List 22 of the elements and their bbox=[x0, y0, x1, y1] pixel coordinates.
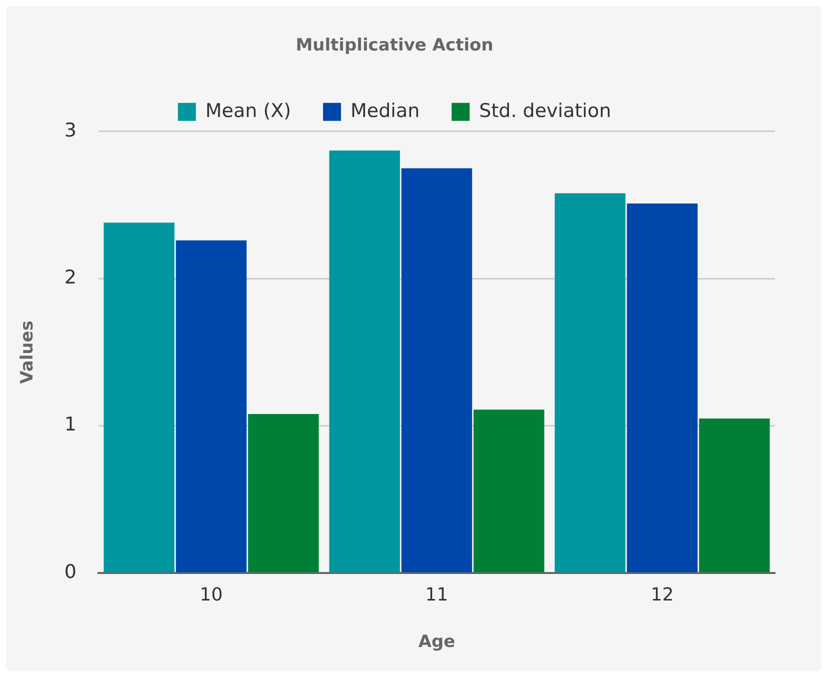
y-tick-label: 2 bbox=[64, 266, 76, 289]
bar bbox=[176, 240, 247, 572]
legend-label: Median bbox=[350, 100, 420, 122]
bar bbox=[554, 193, 626, 572]
chart-title: Multiplicative Action bbox=[296, 36, 494, 56]
bar bbox=[626, 204, 698, 572]
x-tick-label: 12 bbox=[650, 584, 674, 606]
legend-label: Std. deviation bbox=[479, 100, 612, 122]
y-tick-label: 3 bbox=[64, 119, 76, 142]
y-axis-title: Values bbox=[18, 320, 38, 384]
bar bbox=[104, 222, 174, 572]
bar bbox=[329, 150, 400, 572]
bar bbox=[699, 418, 770, 572]
legend-label: Mean (X) bbox=[205, 100, 292, 122]
bar bbox=[248, 414, 319, 572]
bar bbox=[474, 410, 544, 572]
y-tick-label: 1 bbox=[64, 414, 76, 436]
y-tick-label: 0 bbox=[64, 560, 76, 583]
x-axis-title: Age bbox=[418, 632, 456, 652]
x-tick-label: 10 bbox=[200, 584, 223, 606]
bar bbox=[401, 168, 472, 572]
x-tick-label: 11 bbox=[425, 584, 448, 606]
